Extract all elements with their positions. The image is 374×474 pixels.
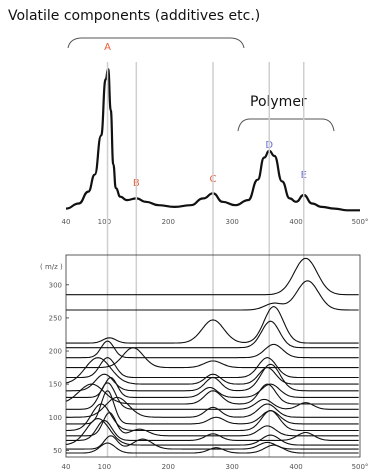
- peak-label-a: A: [104, 42, 111, 53]
- extracted-ion-chart: ( m/z ) 50 100 150 200 250 300 40 100 200 300 400…: [40, 254, 369, 471]
- y-tick: 300: [49, 281, 62, 289]
- ion-series-5: [66, 347, 359, 369]
- ion-series-16: [66, 420, 359, 441]
- ion-series-4: [66, 340, 359, 359]
- ion-series-18: [66, 435, 359, 450]
- bottom-x-tick: 300: [225, 463, 238, 471]
- ion-series-17: [65, 418, 359, 446]
- ion-series-0: [66, 257, 359, 296]
- y-tick: 200: [49, 348, 62, 356]
- ion-series-15: [66, 412, 359, 437]
- volatile-label: Volatile components (additives etc.): [8, 8, 260, 24]
- top-x-tick: 500°: [352, 218, 369, 226]
- top-x-tick: 100: [98, 218, 111, 226]
- polymer-bracket: [237, 118, 335, 132]
- polymer-label: Polymer: [250, 94, 307, 110]
- top-x-tick: 300: [225, 218, 238, 226]
- y-tick: 250: [49, 314, 62, 322]
- y-tick: 150: [49, 381, 62, 389]
- ion-series-9: [66, 376, 359, 398]
- ion-series-11: [66, 382, 359, 410]
- top-x-tick: 400: [289, 218, 302, 226]
- y-tick: 100: [49, 414, 62, 422]
- ion-series-14: [66, 403, 359, 432]
- bottom-x-tick: 400: [289, 463, 302, 471]
- ion-series-1: [66, 280, 359, 311]
- ion-series-8: [66, 363, 359, 392]
- top-x-tick: 40: [62, 218, 71, 226]
- plot-frame: [65, 254, 361, 458]
- bottom-x-tick: 500°: [352, 463, 369, 471]
- bottom-x-tick: 100: [98, 463, 111, 471]
- ion-series-2: [66, 306, 359, 344]
- ion-series-19: [66, 442, 359, 454]
- y-axis-label: ( m/z ): [40, 263, 63, 271]
- ion-series-3: [66, 320, 359, 349]
- y-tick: 50: [53, 447, 62, 455]
- top-x-tick: 200: [162, 218, 175, 226]
- volatile-bracket: [67, 37, 245, 49]
- bottom-x-tick: 200: [162, 463, 175, 471]
- ion-series-13: [66, 390, 359, 425]
- ion-series-12: [66, 396, 359, 418]
- bottom-x-tick: 40: [62, 463, 71, 471]
- ion-series-7: [65, 357, 359, 385]
